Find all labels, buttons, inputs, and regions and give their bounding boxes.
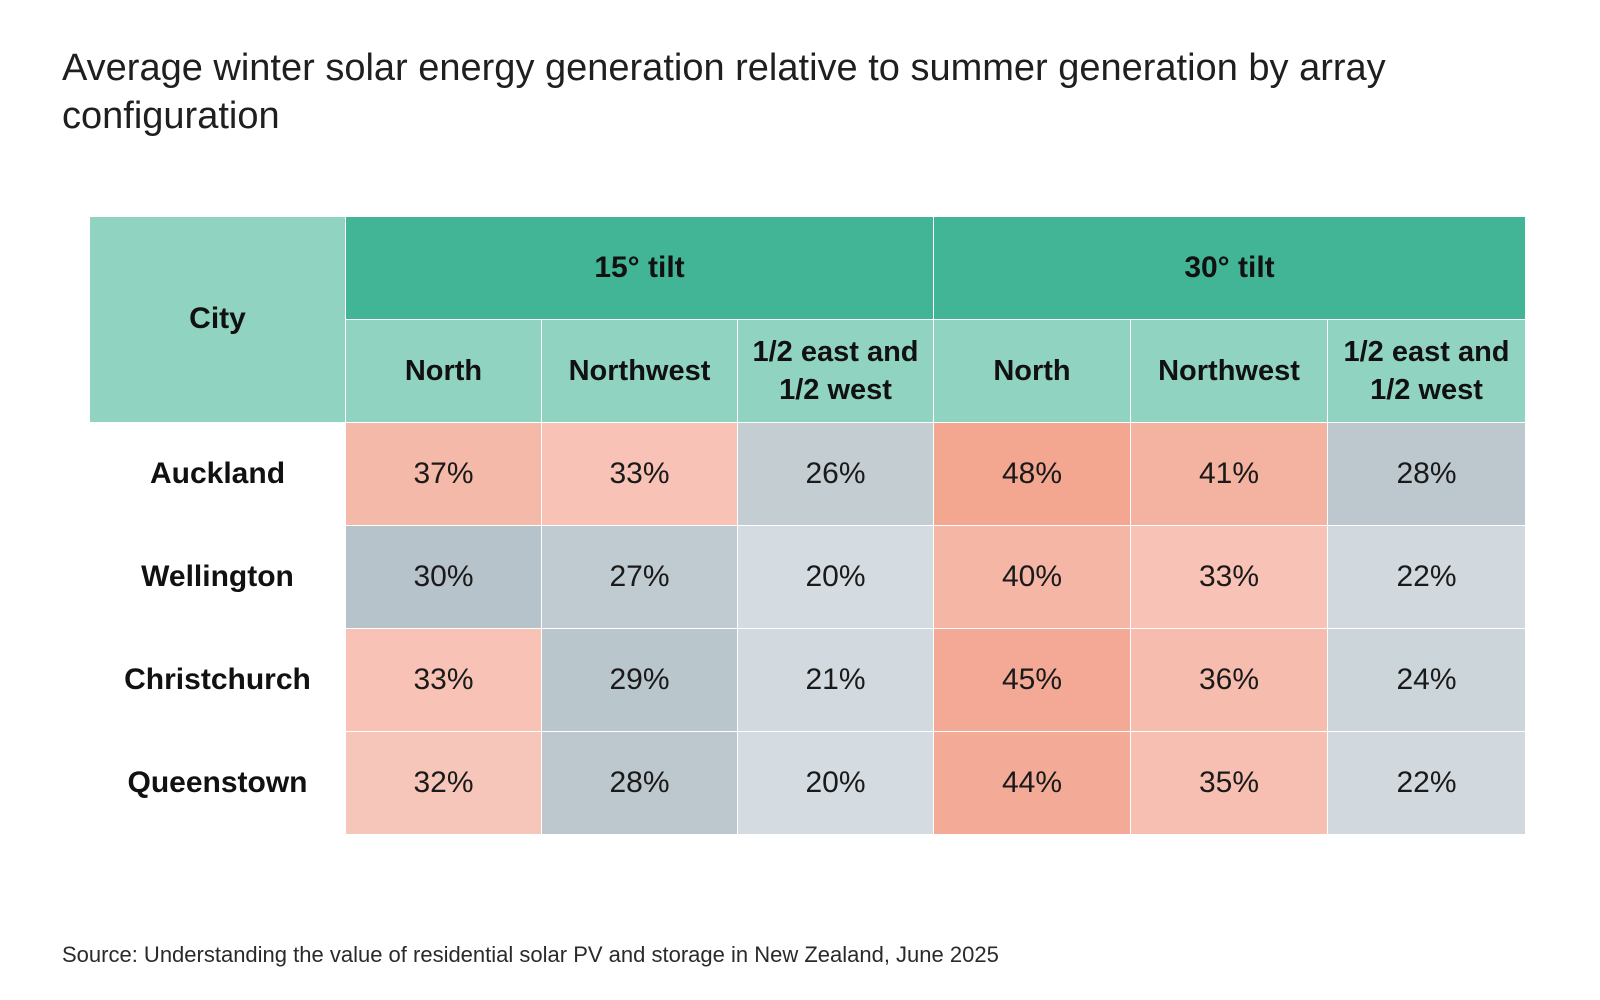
heatmap-cell: 36% [1130,628,1328,732]
heatmap-cell: 32% [345,731,542,835]
heatmap-cell: 29% [541,628,738,732]
city-column-header: City [89,216,346,423]
column-header-30-tilt-north: North [933,319,1131,423]
heatmap-cell: 45% [933,628,1131,732]
table-row: Christchurch 33% 29% 21% 45% 36% 24% [89,628,1526,732]
row-header-queenstown: Queenstown [89,731,346,835]
heatmap-cell: 21% [737,628,934,732]
table-row: Queenstown 32% 28% 20% 44% 35% 22% [89,731,1526,835]
heatmap-cell: 40% [933,525,1131,629]
heatmap-cell: 26% [737,422,934,526]
heatmap-table-container: City 15° tilt 30° tilt North Northwest 1/2… [89,216,1526,835]
heatmap-cell: 33% [345,628,542,732]
heatmap-cell: 37% [345,422,542,526]
sub-header-row: North Northwest 1/2 east and 1/2 west North… [90,319,1526,423]
table-body: Auckland 37% 33% 26% 48% 41% 28% Wellington 30% 2… [89,422,1526,835]
chart-title: Average winter solar energy generation r… [62,47,1386,137]
heatmap-cell: 35% [1130,731,1328,835]
table-row: Auckland 37% 33% 26% 48% 41% 28% [89,422,1526,526]
heatmap-cell: 41% [1130,422,1328,526]
heatmap-cell: 20% [737,525,934,629]
heatmap-cell: 44% [933,731,1131,835]
heatmap-cell: 22% [1327,731,1526,835]
column-header-15-tilt-1-2-east-and-1-2-west: 1/2 east and 1/2 west [737,319,934,423]
heatmap-cell: 33% [541,422,738,526]
heatmap-cell: 20% [737,731,934,835]
column-header-30-tilt-1-2-east-and-1-2-west: 1/2 east and 1/2 west [1327,319,1526,423]
row-header-auckland: Auckland [89,422,346,526]
heatmap-table: City 15° tilt 30° tilt North Northwest 1/2… [89,216,1526,835]
heatmap-cell: 24% [1327,628,1526,732]
column-header-15-tilt-northwest: Northwest [541,319,738,423]
table-row: Wellington 30% 27% 20% 40% 33% 22% [89,525,1526,629]
heatmap-cell: 48% [933,422,1131,526]
source-note: Source: Understanding the value of resid… [62,942,999,967]
column-header-30-tilt-northwest: Northwest [1130,319,1328,423]
row-header-christchurch: Christchurch [89,628,346,732]
heatmap-cell: 22% [1327,525,1526,629]
group-header-15-tilt: 15° tilt [345,216,934,320]
heatmap-cell: 30% [345,525,542,629]
heatmap-cell: 33% [1130,525,1328,629]
heatmap-cell: 28% [1327,422,1526,526]
row-header-wellington: Wellington [89,525,346,629]
column-header-15-tilt-north: North [345,319,542,423]
heatmap-cell: 28% [541,731,738,835]
heatmap-cell: 27% [541,525,738,629]
group-header-30-tilt: 30° tilt [933,216,1526,320]
